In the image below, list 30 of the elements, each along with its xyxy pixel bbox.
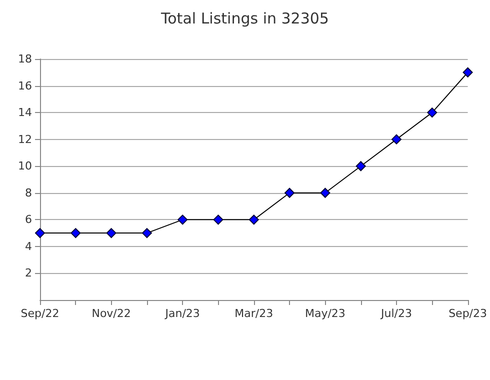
y-tick-label: 16	[18, 79, 32, 92]
point	[391, 134, 402, 144]
x-tick-label: Nov/22	[92, 307, 131, 320]
y-tick-label: 18	[18, 52, 32, 66]
point	[178, 214, 188, 225]
x-tick-label: Mar/23	[234, 307, 274, 320]
y-tick-label: 12	[18, 132, 32, 146]
point	[427, 108, 438, 118]
point	[142, 228, 152, 238]
x-tick-label: Sep/23	[448, 307, 487, 320]
point	[70, 228, 81, 238]
chart-title: Total Listings in 32305	[160, 10, 329, 28]
point	[462, 67, 473, 78]
y-tick-label: 4	[25, 240, 32, 253]
point	[320, 188, 330, 198]
point	[106, 228, 116, 238]
y-tick-label: 8	[25, 186, 32, 200]
point	[213, 214, 224, 225]
x-tick-label: Jul/23	[380, 307, 412, 320]
y-tick-label: 14	[18, 106, 32, 120]
point	[356, 161, 366, 172]
y-tick-label: 2	[25, 266, 32, 280]
y-tick-label: 10	[18, 160, 32, 173]
x-tick-label: Sep/22	[20, 307, 60, 320]
y-tick-label: 6	[25, 213, 32, 226]
point	[35, 228, 45, 238]
x-tick-label: May/23	[304, 307, 346, 320]
x-tick-label: Jan/23	[164, 307, 200, 320]
point	[284, 188, 295, 198]
point	[248, 214, 259, 225]
